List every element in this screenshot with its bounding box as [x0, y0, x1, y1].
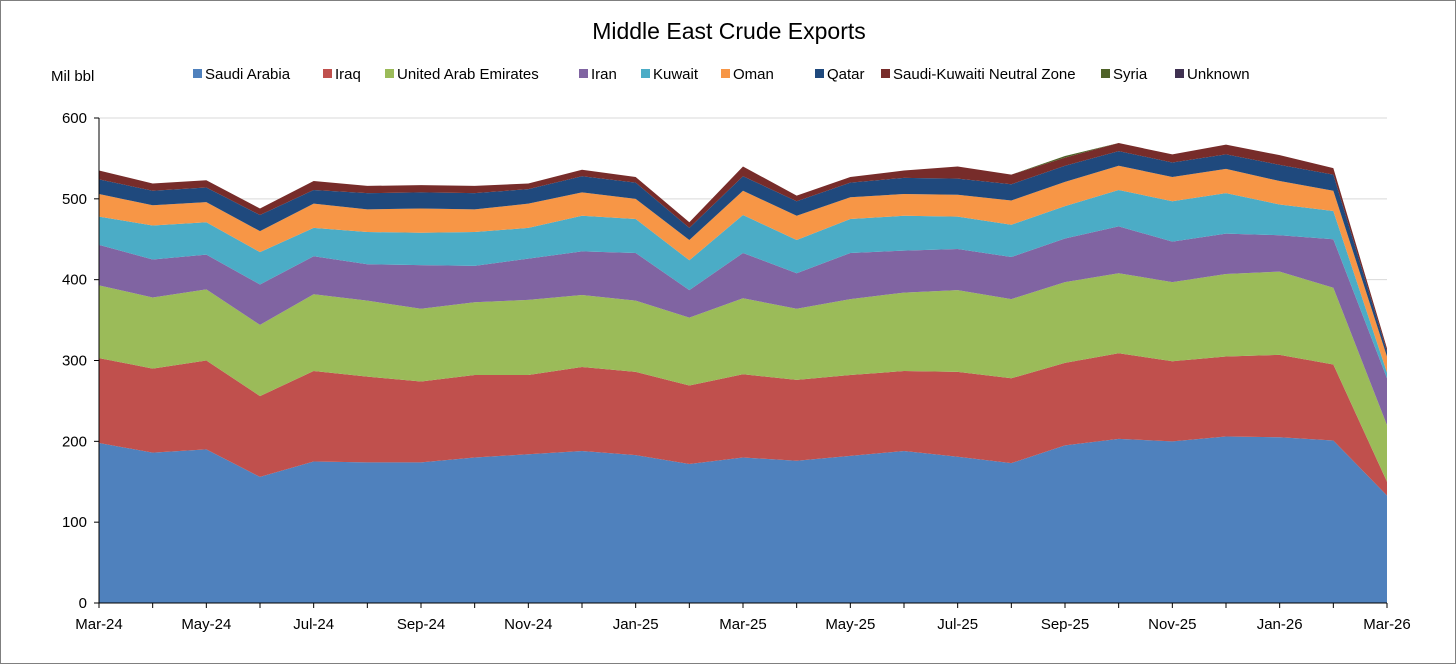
legend-label-united-arab-emirates: United Arab Emirates	[397, 66, 539, 83]
y-tick-400: 400	[62, 272, 87, 289]
x-tick-may-25: May-25	[825, 616, 875, 633]
axes	[94, 117, 1388, 608]
legend-swatch-unknown	[1175, 69, 1184, 78]
legend-label-saudi-arabia: Saudi Arabia	[205, 66, 291, 83]
legend-label-iraq: Iraq	[335, 66, 361, 83]
x-tick-jul-24: Jul-24	[293, 616, 334, 633]
y-tick-300: 300	[62, 353, 87, 370]
x-tick-nov-24: Nov-24	[504, 616, 552, 633]
x-tick-nov-25: Nov-25	[1148, 616, 1196, 633]
y-tick-600: 600	[62, 110, 87, 127]
x-tick-sep-25: Sep-25	[1041, 616, 1089, 633]
legend-swatch-kuwait	[641, 69, 650, 78]
area-oman	[99, 165, 1387, 373]
y-tick-200: 200	[62, 433, 87, 450]
legend: Saudi Arabia Iraq United Arab Emirates Iran…	[193, 66, 1250, 83]
y-tick-500: 500	[62, 191, 87, 208]
legend-swatch-iraq	[323, 69, 332, 78]
area-qatar	[99, 151, 1387, 357]
y-tick-100: 100	[62, 514, 87, 531]
x-tick-jan-26: Jan-26	[1257, 616, 1303, 633]
x-tick-jul-25: Jul-25	[937, 616, 978, 633]
legend-swatch-syria	[1101, 69, 1110, 78]
legend-swatch-saudi-arabia	[193, 69, 202, 78]
area-kuwait	[99, 189, 1387, 379]
legend-label-qatar: Qatar	[827, 66, 865, 83]
x-tick-mar-25: Mar-25	[719, 616, 767, 633]
legend-label-oman: Oman	[733, 66, 774, 83]
legend-label-syria: Syria	[1113, 66, 1148, 83]
area-united-arab-emirates	[99, 271, 1387, 482]
x-tick-labels: Mar-24 May-24 Jul-24 Sep-24 Nov-24 Jan-25 Mar-…	[75, 616, 1411, 633]
stacked-areas	[99, 143, 1387, 603]
area-iran	[99, 226, 1387, 426]
legend-label-iran: Iran	[591, 66, 617, 83]
legend-swatch-qatar	[815, 69, 824, 78]
x-tick-jan-25: Jan-25	[613, 616, 659, 633]
legend-label-kuwait: Kuwait	[653, 66, 699, 83]
x-tick-sep-24: Sep-24	[397, 616, 445, 633]
legend-label-unknown: Unknown	[1187, 66, 1250, 83]
x-tick-may-24: May-24	[181, 616, 231, 633]
x-tick-mar-24: Mar-24	[75, 616, 123, 633]
area-saudi-arabia	[99, 436, 1387, 603]
y-tick-0: 0	[79, 595, 87, 612]
area-iraq	[99, 353, 1387, 496]
legend-swatch-oman	[721, 69, 730, 78]
legend-swatch-saudi-kuwaiti-neutral-zone	[881, 69, 890, 78]
legend-label-saudi-kuwaiti-neutral-zone: Saudi-Kuwaiti Neutral Zone	[893, 66, 1076, 83]
legend-swatch-united-arab-emirates	[385, 69, 394, 78]
y-tick-labels: 0 100 200 300 400 500 600	[62, 110, 87, 612]
legend-swatch-iran	[579, 69, 588, 78]
x-tick-mar-26: Mar-26	[1363, 616, 1411, 633]
y-axis-label: Mil bbl	[51, 68, 94, 85]
chart-title: Middle East Crude Exports	[592, 18, 866, 44]
